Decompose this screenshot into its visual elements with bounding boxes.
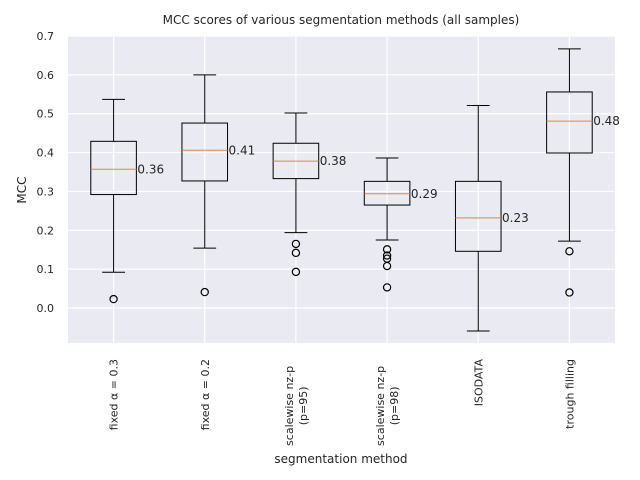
x-tick-label-line: scalewise nz-p: [283, 366, 296, 446]
y-axis-label: MCC: [15, 176, 29, 203]
x-tick-label-line: fixed α = 0.2: [199, 359, 212, 430]
x-tick-label: scalewise nz-p(p=95): [283, 366, 310, 446]
x-axis-label: segmentation method: [274, 452, 407, 466]
y-tick-label: 0.5: [37, 108, 55, 121]
box-group: 0.38: [272, 112, 347, 277]
y-tick-label: 0.7: [37, 30, 55, 43]
boxes: 0.36 0.41 0.38 0.29 0.23 0.48: [90, 48, 620, 332]
x-tick-label: fixed α = 0.3: [108, 359, 121, 430]
median-label: 0.48: [593, 114, 620, 128]
iqr-box: [181, 122, 229, 182]
outlier-point: [109, 294, 118, 304]
y-tick-label: 0.1: [37, 263, 55, 276]
y-tick-label: 0.6: [37, 69, 55, 82]
outlier-point: [200, 287, 209, 297]
iqr-box: [546, 91, 593, 154]
iqr-box: [454, 180, 502, 252]
y-tick-labels: 0.0 0.1 0.2 0.3 0.4 0.5 0.6 0.7: [37, 30, 55, 315]
outlier-point: [382, 251, 392, 260]
iqr-box: [363, 180, 411, 206]
x-tick-label-line: (p=98): [388, 387, 401, 426]
x-tick-label-line: scalewise nz-p: [374, 366, 387, 446]
box-group: 0.36: [90, 98, 164, 304]
plot-area-background: [68, 36, 615, 343]
y-tick-label: 0.4: [37, 147, 55, 160]
x-tick-label-line: (p=95): [297, 387, 310, 426]
x-tick-label: ISODATA: [472, 359, 485, 407]
x-tick-label: trough filling: [563, 359, 576, 429]
median-label: 0.29: [411, 187, 438, 201]
outlier-point: [382, 283, 392, 292]
outlier-point: [565, 247, 574, 256]
x-tick-label-line: ISODATA: [472, 359, 485, 407]
outlier-point: [382, 245, 392, 254]
x-tick-label: scalewise nz-p(p=98): [374, 366, 401, 446]
iqr-box: [90, 140, 137, 196]
outlier-point: [565, 288, 574, 297]
x-tick-label-line: fixed α = 0.3: [108, 359, 121, 430]
x-tick-label-line: trough filling: [563, 359, 576, 429]
y-tick-label: 0.0: [37, 302, 55, 315]
y-tick-label: 0.2: [37, 224, 55, 237]
outlier-point: [291, 248, 301, 258]
outlier-point: [382, 261, 392, 271]
median-label: 0.23: [502, 211, 529, 225]
box-group: 0.29: [363, 157, 438, 292]
x-tick-labels: fixed α = 0.3 fixed α = 0.2 scalewise nz-p…: [108, 359, 577, 446]
outlier-point: [291, 239, 301, 249]
box-group: 0.41: [181, 74, 256, 297]
median-label: 0.41: [229, 143, 256, 157]
y-tick-label: 0.3: [37, 185, 55, 198]
box-group: 0.48: [546, 48, 620, 297]
chart-title: MCC scores of various segmentation metho…: [163, 13, 520, 27]
median-label: 0.36: [137, 162, 164, 176]
x-tick-label: fixed α = 0.2: [199, 359, 212, 430]
box-group: 0.23: [454, 105, 529, 332]
median-label: 0.38: [320, 154, 347, 168]
outlier-point: [291, 267, 301, 277]
